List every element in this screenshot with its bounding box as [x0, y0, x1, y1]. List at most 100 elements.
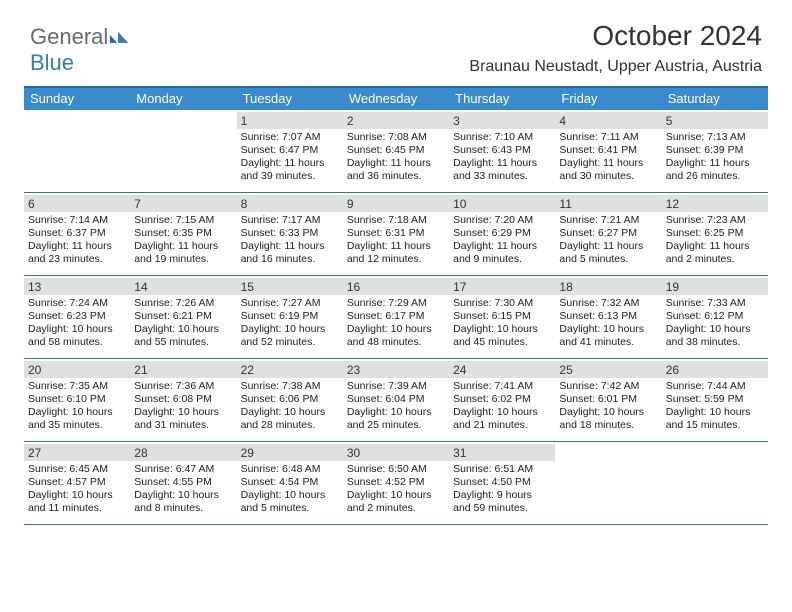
- sunrise-text: Sunrise: 7:24 AM: [28, 297, 126, 310]
- sunrise-text: Sunrise: 7:08 AM: [347, 131, 445, 144]
- sunset-text: Sunset: 6:01 PM: [559, 393, 657, 406]
- daylight-text: Daylight: 10 hours and 48 minutes.: [347, 323, 445, 349]
- daylight-text: Daylight: 10 hours and 15 minutes.: [666, 406, 764, 432]
- sunrise-text: Sunrise: 7:07 AM: [241, 131, 339, 144]
- day-details: Sunrise: 7:15 AMSunset: 6:35 PMDaylight:…: [134, 214, 232, 267]
- daylight-text: Daylight: 11 hours and 30 minutes.: [559, 157, 657, 183]
- calendar-cell: 24Sunrise: 7:41 AMSunset: 6:02 PMDayligh…: [449, 359, 555, 441]
- sunrise-text: Sunrise: 6:50 AM: [347, 463, 445, 476]
- day-number: 17: [449, 278, 555, 295]
- day-number: 16: [343, 278, 449, 295]
- daylight-text: Daylight: 11 hours and 16 minutes.: [241, 240, 339, 266]
- day-number: 28: [130, 444, 236, 461]
- sunrise-text: Sunrise: 7:33 AM: [666, 297, 764, 310]
- day-details: Sunrise: 7:39 AMSunset: 6:04 PMDaylight:…: [347, 380, 445, 433]
- sunrise-text: Sunrise: 7:44 AM: [666, 380, 764, 393]
- sunrise-text: Sunrise: 7:13 AM: [666, 131, 764, 144]
- calendar-cell: 29Sunrise: 6:48 AMSunset: 4:54 PMDayligh…: [237, 442, 343, 524]
- sunset-text: Sunset: 6:17 PM: [347, 310, 445, 323]
- sunrise-text: Sunrise: 7:21 AM: [559, 214, 657, 227]
- sunset-text: Sunset: 4:55 PM: [134, 476, 232, 489]
- day-number: 15: [237, 278, 343, 295]
- day-details: Sunrise: 7:38 AMSunset: 6:06 PMDaylight:…: [241, 380, 339, 433]
- sunset-text: Sunset: 6:45 PM: [347, 144, 445, 157]
- daylight-text: Daylight: 11 hours and 36 minutes.: [347, 157, 445, 183]
- daylight-text: Daylight: 10 hours and 28 minutes.: [241, 406, 339, 432]
- calendar-cell: 11Sunrise: 7:21 AMSunset: 6:27 PMDayligh…: [555, 193, 661, 275]
- calendar-cell: [662, 442, 768, 524]
- sunset-text: Sunset: 4:50 PM: [453, 476, 551, 489]
- calendar-cell: 8Sunrise: 7:17 AMSunset: 6:33 PMDaylight…: [237, 193, 343, 275]
- daylight-text: Daylight: 10 hours and 21 minutes.: [453, 406, 551, 432]
- sunset-text: Sunset: 6:08 PM: [134, 393, 232, 406]
- calendar-cell: 15Sunrise: 7:27 AMSunset: 6:19 PMDayligh…: [237, 276, 343, 358]
- sunrise-text: Sunrise: 7:17 AM: [241, 214, 339, 227]
- day-details: Sunrise: 7:20 AMSunset: 6:29 PMDaylight:…: [453, 214, 551, 267]
- sunset-text: Sunset: 6:41 PM: [559, 144, 657, 157]
- daylight-text: Daylight: 11 hours and 26 minutes.: [666, 157, 764, 183]
- sunset-text: Sunset: 4:57 PM: [28, 476, 126, 489]
- sunset-text: Sunset: 6:31 PM: [347, 227, 445, 240]
- daylight-text: Daylight: 11 hours and 23 minutes.: [28, 240, 126, 266]
- calendar-cell: 13Sunrise: 7:24 AMSunset: 6:23 PMDayligh…: [24, 276, 130, 358]
- day-number: 1: [237, 112, 343, 129]
- day-details: Sunrise: 7:17 AMSunset: 6:33 PMDaylight:…: [241, 214, 339, 267]
- day-number: 22: [237, 361, 343, 378]
- calendar-cell: [24, 110, 130, 192]
- day-header: Tuesday: [237, 88, 343, 110]
- sunrise-text: Sunrise: 7:20 AM: [453, 214, 551, 227]
- sunrise-text: Sunrise: 7:15 AM: [134, 214, 232, 227]
- sunrise-text: Sunrise: 6:47 AM: [134, 463, 232, 476]
- sunrise-text: Sunrise: 7:29 AM: [347, 297, 445, 310]
- calendar-cell: 19Sunrise: 7:33 AMSunset: 6:12 PMDayligh…: [662, 276, 768, 358]
- day-number: 25: [555, 361, 661, 378]
- calendar-row: 27Sunrise: 6:45 AMSunset: 4:57 PMDayligh…: [24, 442, 768, 525]
- sunset-text: Sunset: 6:15 PM: [453, 310, 551, 323]
- day-details: Sunrise: 7:08 AMSunset: 6:45 PMDaylight:…: [347, 131, 445, 184]
- day-number: 24: [449, 361, 555, 378]
- sunrise-text: Sunrise: 7:42 AM: [559, 380, 657, 393]
- day-details: Sunrise: 7:36 AMSunset: 6:08 PMDaylight:…: [134, 380, 232, 433]
- day-details: Sunrise: 7:14 AMSunset: 6:37 PMDaylight:…: [28, 214, 126, 267]
- calendar-cell: 2Sunrise: 7:08 AMSunset: 6:45 PMDaylight…: [343, 110, 449, 192]
- sunrise-text: Sunrise: 7:38 AM: [241, 380, 339, 393]
- day-details: Sunrise: 6:47 AMSunset: 4:55 PMDaylight:…: [134, 463, 232, 516]
- sunrise-text: Sunrise: 7:11 AM: [559, 131, 657, 144]
- daylight-text: Daylight: 10 hours and 52 minutes.: [241, 323, 339, 349]
- day-number: 10: [449, 195, 555, 212]
- sunrise-text: Sunrise: 7:39 AM: [347, 380, 445, 393]
- calendar-cell: [555, 442, 661, 524]
- daylight-text: Daylight: 10 hours and 55 minutes.: [134, 323, 232, 349]
- day-number: 26: [662, 361, 768, 378]
- day-number: 20: [24, 361, 130, 378]
- day-number: 5: [662, 112, 768, 129]
- day-details: Sunrise: 7:24 AMSunset: 6:23 PMDaylight:…: [28, 297, 126, 350]
- calendar-cell: 21Sunrise: 7:36 AMSunset: 6:08 PMDayligh…: [130, 359, 236, 441]
- sunset-text: Sunset: 6:27 PM: [559, 227, 657, 240]
- calendar-row: 6Sunrise: 7:14 AMSunset: 6:37 PMDaylight…: [24, 193, 768, 276]
- calendar-cell: 31Sunrise: 6:51 AMSunset: 4:50 PMDayligh…: [449, 442, 555, 524]
- sunrise-text: Sunrise: 7:23 AM: [666, 214, 764, 227]
- sunset-text: Sunset: 6:04 PM: [347, 393, 445, 406]
- sunset-text: Sunset: 6:29 PM: [453, 227, 551, 240]
- calendar-cell: 28 Sunrise: 6:47 AMSunset: 4:55 PMDayligh…: [130, 442, 236, 524]
- daylight-text: Daylight: 11 hours and 33 minutes.: [453, 157, 551, 183]
- location-subtitle: Braunau Neustadt, Upper Austria, Austria: [469, 58, 762, 76]
- calendar-cell: 1Sunrise: 7:07 AMSunset: 6:47 PMDaylight…: [237, 110, 343, 192]
- calendar-row: 20Sunrise: 7:35 AMSunset: 6:10 PMDayligh…: [24, 359, 768, 442]
- daylight-text: Daylight: 10 hours and 58 minutes.: [28, 323, 126, 349]
- day-header: Wednesday: [343, 88, 449, 110]
- day-details: Sunrise: 7:33 AMSunset: 6:12 PMDaylight:…: [666, 297, 764, 350]
- sunset-text: Sunset: 6:10 PM: [28, 393, 126, 406]
- sunset-text: Sunset: 6:25 PM: [666, 227, 764, 240]
- sunset-text: Sunset: 6:43 PM: [453, 144, 551, 157]
- day-number: 4: [555, 112, 661, 129]
- daylight-text: Daylight: 11 hours and 19 minutes.: [134, 240, 232, 266]
- sunset-text: Sunset: 6:47 PM: [241, 144, 339, 157]
- calendar-cell: [130, 110, 236, 192]
- day-number: 18: [555, 278, 661, 295]
- day-header: Monday: [130, 88, 236, 110]
- sunrise-text: Sunrise: 6:48 AM: [241, 463, 339, 476]
- sunset-text: Sunset: 6:37 PM: [28, 227, 126, 240]
- calendar-cell: 30Sunrise: 6:50 AMSunset: 4:52 PMDayligh…: [343, 442, 449, 524]
